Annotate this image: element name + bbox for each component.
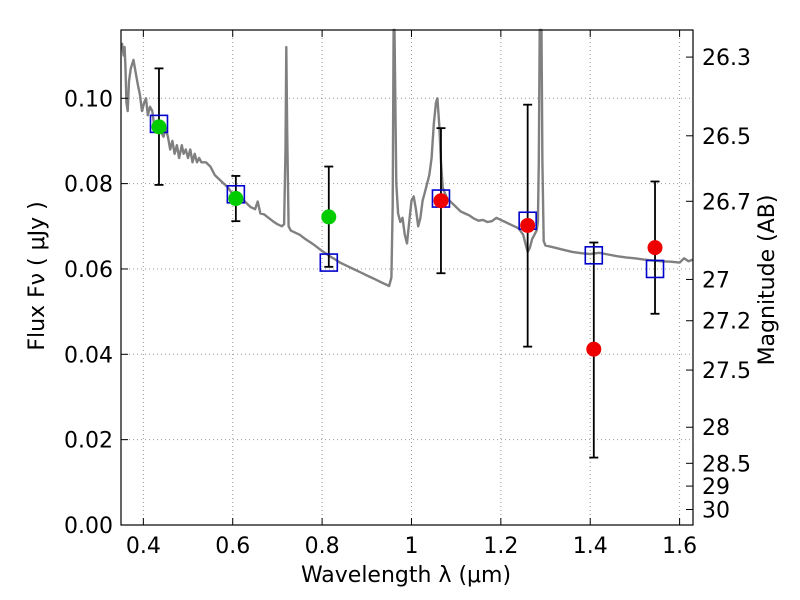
model-photometry-square <box>584 246 604 265</box>
model-photometry-square <box>319 253 339 272</box>
y-tick-label: 0.08 <box>64 173 113 198</box>
markers-layer <box>149 114 665 357</box>
mag-tick-label: 27.2 <box>702 310 751 335</box>
x-axis-label: Wavelength λ (μm) <box>301 563 511 588</box>
y-tick-label: 0.04 <box>64 343 113 368</box>
x-tick-label: 1.2 <box>483 534 518 559</box>
x-tick-label: 0.6 <box>215 534 250 559</box>
y-tick-label: 0.02 <box>64 429 113 454</box>
observed-point <box>321 209 337 225</box>
axis-ticks: 0.4 0.6 0.8 1 1.2 1.4 1.6 0.00 0.02 0.04 0.06 0.08 0… <box>64 30 751 559</box>
x-tick-label: 1.6 <box>662 534 697 559</box>
mag-tick-label: 30 <box>702 499 730 524</box>
mag-tick-label: 28.5 <box>702 452 751 477</box>
mag-tick-label: 27 <box>702 268 730 293</box>
mag-tick-label: 26.7 <box>702 190 751 215</box>
x-tick-label: 0.4 <box>126 534 161 559</box>
x-tick-label: 1.4 <box>573 534 608 559</box>
y-axis-right-label: Magnitude (AB) <box>755 195 780 366</box>
mag-tick-label: 26.5 <box>702 125 751 150</box>
x-tick-label: 0.8 <box>305 534 340 559</box>
mag-tick-label: 29 <box>702 475 730 500</box>
plot-frame <box>120 29 694 526</box>
mag-tick-label: 27.5 <box>702 359 751 384</box>
observed-point <box>586 341 602 357</box>
y-tick-label: 0.00 <box>64 514 113 539</box>
observed-point <box>520 217 536 233</box>
error-bars-layer <box>154 67 660 459</box>
y-axis-label: Flux Fν ( μJy ) <box>25 201 50 350</box>
y-tick-label: 0.10 <box>64 87 113 112</box>
observed-point <box>433 193 449 209</box>
observed-point <box>228 191 244 207</box>
mag-tick-label: 26.3 <box>702 46 751 71</box>
sed-model-line <box>120 28 694 288</box>
y-tick-label: 0.06 <box>64 258 113 283</box>
x-tick-label: 1 <box>404 534 418 559</box>
model-photometry-square <box>645 259 665 279</box>
observed-point <box>151 119 167 135</box>
observed-point <box>647 240 663 256</box>
grid-lines <box>121 30 693 525</box>
mag-tick-label: 28 <box>702 416 730 441</box>
sed-line-layer <box>120 28 694 288</box>
